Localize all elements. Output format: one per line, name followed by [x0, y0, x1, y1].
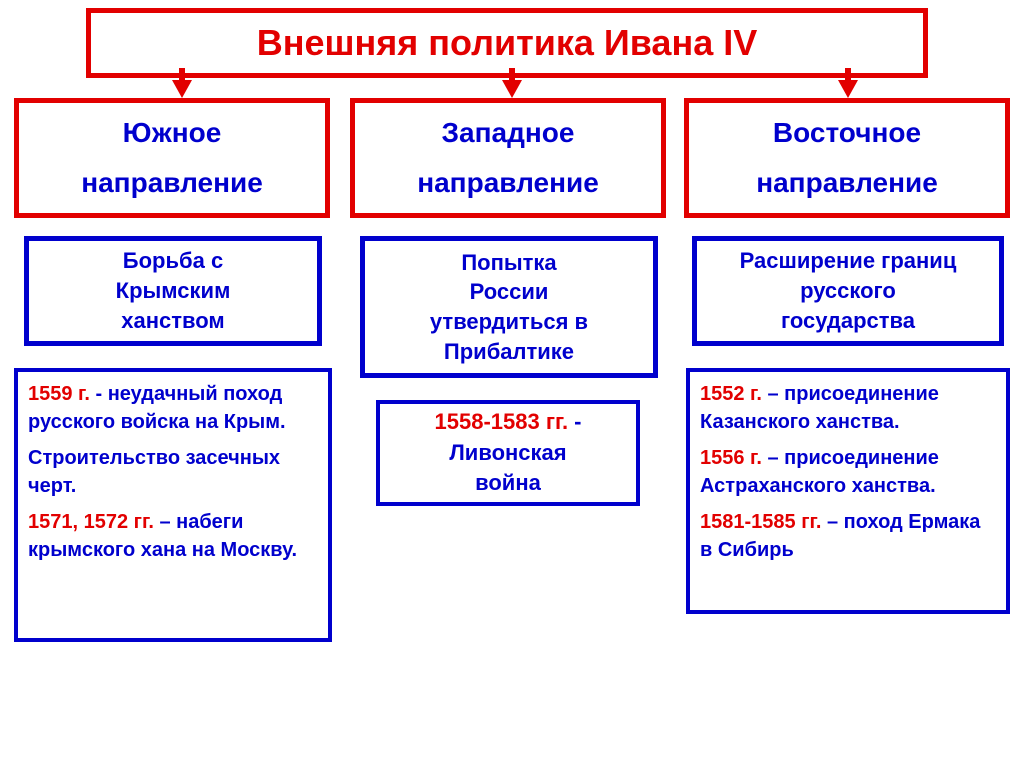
west-text2: Ливонская [449, 440, 566, 465]
direction-east-label: Восточное направление [756, 108, 938, 209]
west-text1: - [574, 409, 581, 434]
description-east: Расширение границ русского государства [692, 236, 1004, 346]
south-date-0: 1559 г. [28, 383, 96, 405]
direction-west-line1: Западное [442, 117, 575, 148]
direction-south-line2: направление [81, 167, 263, 198]
south-date-2: 1571, 1572 гг. [28, 511, 159, 533]
details-east: 1552 г. – присоединение Казанского ханст… [686, 368, 1010, 614]
description-south: Борьба с Крымским ханством [24, 236, 322, 346]
description-west: Попытка России утвердиться в Прибалтике [360, 236, 658, 378]
arrow-south [172, 80, 192, 98]
description-east-text: Расширение границ русского государства [740, 246, 957, 335]
description-west-text: Попытка России утвердиться в Прибалтике [430, 248, 588, 367]
direction-south-line1: Южное [123, 117, 222, 148]
arrow-west [502, 80, 522, 98]
east-date-0: 1552 г. [700, 383, 768, 405]
south-text-1: Строительство засечных черт. [28, 447, 280, 497]
direction-east-line1: Восточное [773, 117, 921, 148]
direction-west-line2: направление [417, 167, 599, 198]
direction-west: Западное направление [350, 98, 666, 218]
direction-east-line2: направление [756, 167, 938, 198]
east-date-1: 1556 г. [700, 447, 768, 469]
title-box: Внешняя политика Ивана IV [86, 8, 928, 78]
direction-west-label: Западное направление [417, 108, 599, 209]
title-text: Внешняя политика Ивана IV [257, 19, 758, 68]
west-text3: война [475, 470, 541, 495]
east-date-2: 1581-1585 гг. [700, 511, 827, 533]
direction-south-label: Южное направление [81, 108, 263, 209]
details-south: 1559 г. - неудачный поход русского войск… [14, 368, 332, 642]
description-south-text: Борьба с Крымским ханством [116, 246, 231, 335]
details-west: 1558-1583 гг. - Ливонская война [376, 400, 640, 506]
west-date: 1558-1583 гг. [435, 409, 575, 434]
direction-south: Южное направление [14, 98, 330, 218]
arrow-east [838, 80, 858, 98]
direction-east: Восточное направление [684, 98, 1010, 218]
